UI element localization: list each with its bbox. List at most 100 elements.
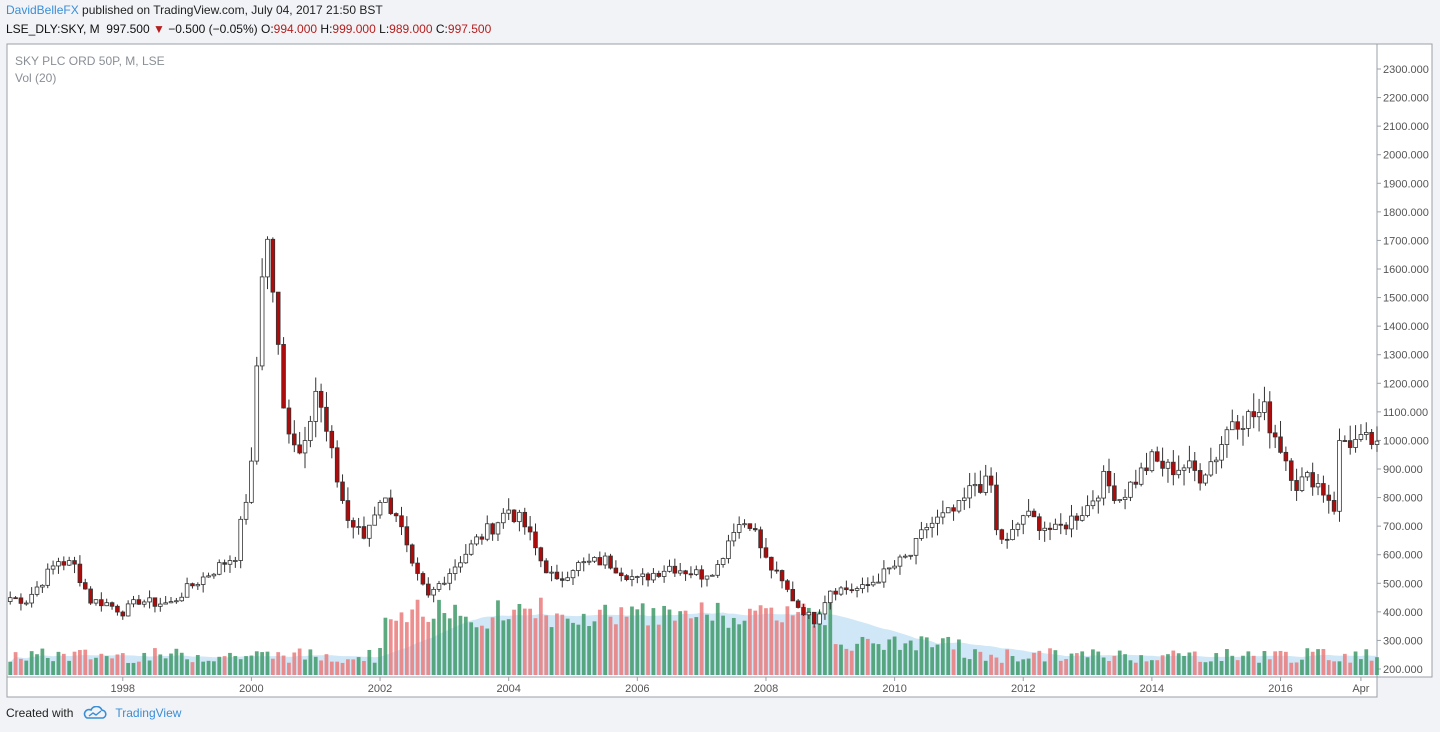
candle-body — [259, 276, 265, 367]
volume-bar — [485, 628, 490, 675]
candle-body — [50, 565, 56, 570]
x-tick-label: 2016 — [1268, 683, 1292, 695]
x-tick-label: 2006 — [625, 683, 649, 695]
volume-bar — [421, 616, 425, 675]
volume-bar — [544, 615, 549, 675]
candle-body — [570, 570, 576, 579]
volume-bar — [13, 652, 18, 675]
candle-body — [281, 344, 286, 409]
high-value: 999.000 — [332, 22, 376, 36]
candle-body — [141, 601, 147, 605]
candle-body — [1128, 481, 1133, 498]
candle-body — [222, 562, 227, 565]
candle-body — [763, 547, 769, 558]
candle-body — [270, 238, 276, 293]
volume-bar — [694, 617, 699, 675]
volume-bar — [1080, 651, 1085, 675]
candle-body — [190, 583, 195, 587]
y-tick-label: 1100.000 — [1383, 407, 1428, 419]
volume-pane — [8, 597, 1379, 675]
candle-body — [527, 526, 533, 533]
tradingview-link[interactable]: TradingView — [115, 706, 182, 720]
volume-bar — [228, 652, 232, 675]
volume-bar — [1021, 659, 1026, 675]
candle-body — [99, 599, 104, 607]
candle-body — [962, 497, 967, 501]
candle-body — [1026, 510, 1031, 517]
candle-body — [1230, 421, 1235, 431]
candle-body — [1256, 412, 1262, 418]
volume-bar — [480, 625, 484, 675]
volume-bar — [222, 656, 227, 675]
volume-bar — [8, 661, 13, 675]
instrument-legend: SKY PLC ORD 50P, M, LSE — [15, 54, 165, 68]
volume-bar — [1241, 655, 1245, 675]
x-tick-label: 1998 — [111, 683, 135, 695]
volume-bar — [51, 661, 55, 675]
candle-body — [238, 518, 243, 561]
volume-bar — [817, 611, 822, 675]
volume-bar — [297, 648, 302, 675]
candle-body — [66, 560, 72, 566]
volume-bar — [796, 612, 800, 675]
candle-body — [426, 583, 431, 596]
volume-bar — [748, 608, 752, 675]
candle-body — [972, 484, 978, 487]
volume-bar — [1353, 651, 1358, 675]
volume-bar — [806, 607, 811, 675]
volume-bar — [383, 617, 388, 675]
candle-body — [1090, 500, 1096, 507]
candle-body — [1342, 440, 1348, 442]
candle-body — [1160, 460, 1165, 469]
candle-body — [908, 554, 913, 557]
candle-body — [1321, 483, 1326, 496]
candle-body — [72, 560, 77, 565]
candle-body — [903, 555, 908, 558]
candle-body — [1144, 467, 1149, 472]
volume-bar — [935, 644, 940, 675]
ohlc-line: LSE_DLY:SKY, M 997.500 ▼ −0.500 (−0.05%)… — [6, 22, 491, 36]
candle-body — [951, 507, 956, 512]
candle-body — [747, 523, 753, 529]
volume-bar — [1123, 654, 1127, 675]
volume-bar — [721, 615, 725, 675]
volume-bar — [72, 651, 77, 675]
volume-bar — [474, 627, 479, 675]
volume-bar — [619, 607, 624, 675]
y-tick-label: 1000.000 — [1383, 435, 1429, 447]
volume-bar — [110, 658, 114, 675]
volume-bar — [356, 657, 361, 675]
volume-bar — [683, 610, 688, 675]
candle-body — [158, 603, 163, 607]
volume-bar — [35, 654, 39, 675]
volume-bar — [1289, 662, 1294, 675]
candle-body — [1106, 470, 1112, 487]
volume-bar — [678, 611, 683, 675]
volume-bar — [699, 602, 704, 675]
volume-bar — [308, 649, 313, 675]
candle-body — [742, 523, 747, 526]
y-tick-label: 1200.000 — [1383, 378, 1429, 390]
volume-bar — [24, 660, 29, 675]
volume-bar — [67, 660, 72, 675]
candle-body — [334, 447, 340, 483]
candle-body — [506, 509, 511, 514]
candle-body — [592, 557, 597, 562]
candle-body — [983, 475, 988, 493]
author-link[interactable]: DavidBelleFX — [6, 3, 79, 17]
volume-bar — [876, 644, 881, 675]
candle-body — [7, 597, 13, 602]
volume-bar — [104, 656, 109, 675]
candles — [7, 236, 1380, 628]
volume-bar — [865, 638, 870, 675]
candle-body — [554, 571, 560, 580]
candle-body — [1267, 401, 1273, 434]
footer: Created with TradingView — [6, 706, 181, 720]
volume-bar — [1198, 661, 1202, 675]
candle-body — [1020, 515, 1026, 525]
volume-bar — [212, 661, 216, 675]
candle-body — [1149, 451, 1155, 472]
y-tick-label: 2000.000 — [1383, 150, 1429, 162]
candle-body — [511, 509, 517, 523]
